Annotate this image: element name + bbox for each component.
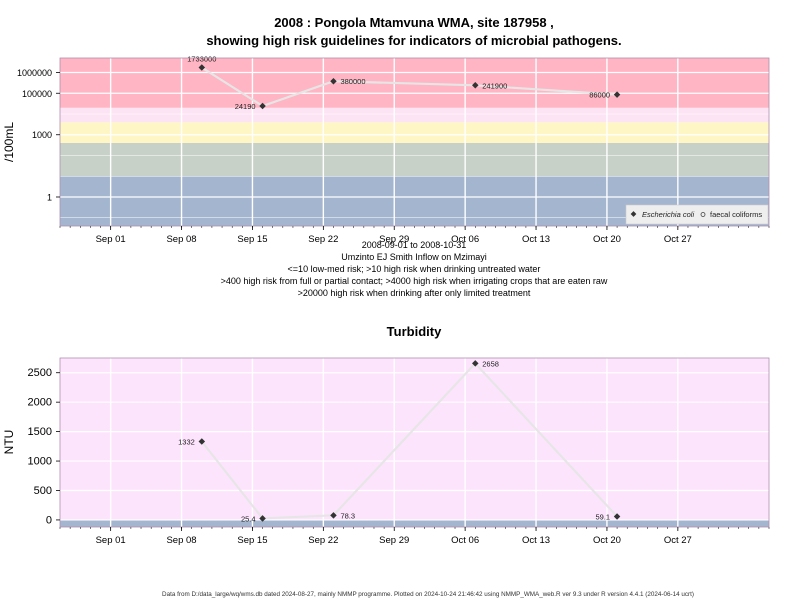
chart-title-line-1: 2008 : Pongola Mtamvuna WMA, site 187958… xyxy=(274,15,554,30)
x-tick-label: Oct 13 xyxy=(522,234,550,245)
x-tick-label: Sep 01 xyxy=(96,535,126,546)
x-tick-label: Sep 15 xyxy=(237,535,267,546)
chart-title-line-2: showing high risk guidelines for indicat… xyxy=(206,33,621,48)
gridlines xyxy=(60,358,769,527)
caption-line-5: >20000 high risk when drinking after onl… xyxy=(298,288,531,298)
data-label: 1733000 xyxy=(187,55,216,64)
y-tick-label: 2500 xyxy=(28,367,52,379)
x-tick-label: Oct 13 xyxy=(522,535,550,546)
legend-marker-faecal-coliforms xyxy=(700,212,706,217)
caption-line-1: 2008-09-01 to 2008-10-31 xyxy=(362,240,467,250)
data-label: 78.3 xyxy=(340,511,355,520)
x-tick-label: Sep 22 xyxy=(308,234,338,245)
data-points xyxy=(198,360,621,522)
x-tick-label: Oct 27 xyxy=(664,234,692,245)
data-label: 2658 xyxy=(482,359,499,368)
data-point xyxy=(613,513,621,520)
risk-bands xyxy=(60,358,769,527)
data-label: 241900 xyxy=(482,81,507,90)
axes: Sep 01 Sep 08 Sep 15 Sep 22 Sep 29 Oct 06 Oct … xyxy=(28,367,770,546)
y-tick-label: 500 xyxy=(34,485,52,497)
x-tick-label: Sep 01 xyxy=(96,234,126,245)
data-labels: 1332 25.4 78.3 2658 59.1 xyxy=(178,359,610,523)
y-tick-label: 2000 xyxy=(28,397,52,409)
x-tick-label: Sep 08 xyxy=(166,535,196,546)
data-label: 1332 xyxy=(178,437,195,446)
y-tick-label: 1000 xyxy=(32,130,52,140)
x-tick-label: Oct 27 xyxy=(664,535,692,546)
y-tick-label: 1000 xyxy=(28,456,52,468)
legend: Escherichia coli faecal coliforms xyxy=(625,204,769,225)
legend-box xyxy=(625,204,769,225)
guideline-caption: 2008-09-01 to 2008-10-31 Umzinto EJ Smit… xyxy=(221,240,608,298)
legend-marker-ecoli xyxy=(630,211,637,217)
x-tick-label: Sep 29 xyxy=(379,535,409,546)
legend-label-ecoli: Escherichia coli xyxy=(642,210,694,219)
x-tick-label: Oct 20 xyxy=(593,234,621,245)
x-tick-label: Sep 29 xyxy=(379,234,409,245)
data-point xyxy=(259,515,266,522)
caption-line-3: <=10 low-med risk; >10 high risk when dr… xyxy=(288,264,541,274)
risk-bands xyxy=(60,58,769,226)
data-label: 24190 xyxy=(235,102,256,111)
data-point xyxy=(330,512,337,519)
data-point xyxy=(198,64,206,71)
risk-band-2 xyxy=(60,122,769,144)
risk-band-3 xyxy=(60,107,769,123)
y-tick-label: 1500 xyxy=(28,426,52,438)
y-axis-label: NTU xyxy=(2,430,16,455)
microbial-plot-panel: 1733000 24190 380000 241900 86000 Escherichi… xyxy=(17,55,770,245)
caption-line-4: >400 high risk from full or partial cont… xyxy=(221,276,608,286)
risk-band-1 xyxy=(60,143,769,177)
data-label: 25.4 xyxy=(241,514,256,523)
x-tick-label: Sep 22 xyxy=(308,535,338,546)
data-point xyxy=(472,360,479,367)
turbidity-title: Turbidity xyxy=(387,324,442,339)
data-label: 59.1 xyxy=(595,512,610,521)
x-tick-label: Oct 06 xyxy=(451,234,479,245)
x-tick-label: Sep 08 xyxy=(166,234,196,245)
data-point xyxy=(198,438,206,445)
x-tick-label: Oct 06 xyxy=(451,535,479,546)
x-tick-label: Sep 15 xyxy=(237,234,267,245)
y-tick-label: 1000000 xyxy=(17,68,52,78)
data-label: 86000 xyxy=(589,91,610,100)
risk-band-1 xyxy=(60,358,769,521)
legend-label-faecal-coliforms: faecal coliforms xyxy=(710,210,762,219)
y-tick-label: 100000 xyxy=(22,89,52,99)
caption-line-2: Umzinto EJ Smith Inflow on Mzimayi xyxy=(341,252,487,262)
y-tick-label: 1 xyxy=(47,192,52,202)
data-label: 380000 xyxy=(340,77,365,86)
x-tick-label: Oct 20 xyxy=(593,535,621,546)
y-axis-label: /100mL xyxy=(2,122,16,162)
risk-band-0 xyxy=(60,520,769,527)
axes: Sep 01 Sep 08 Sep 15 Sep 22 Sep 29 Oct 06 Oct … xyxy=(17,68,770,245)
y-tick-label: 0 xyxy=(46,514,52,526)
data-point xyxy=(472,82,479,89)
data-labels: 1733000 24190 380000 241900 86000 xyxy=(187,55,610,111)
footer-note: Data from D:/data_large/wq/wms.db dated … xyxy=(162,591,694,598)
